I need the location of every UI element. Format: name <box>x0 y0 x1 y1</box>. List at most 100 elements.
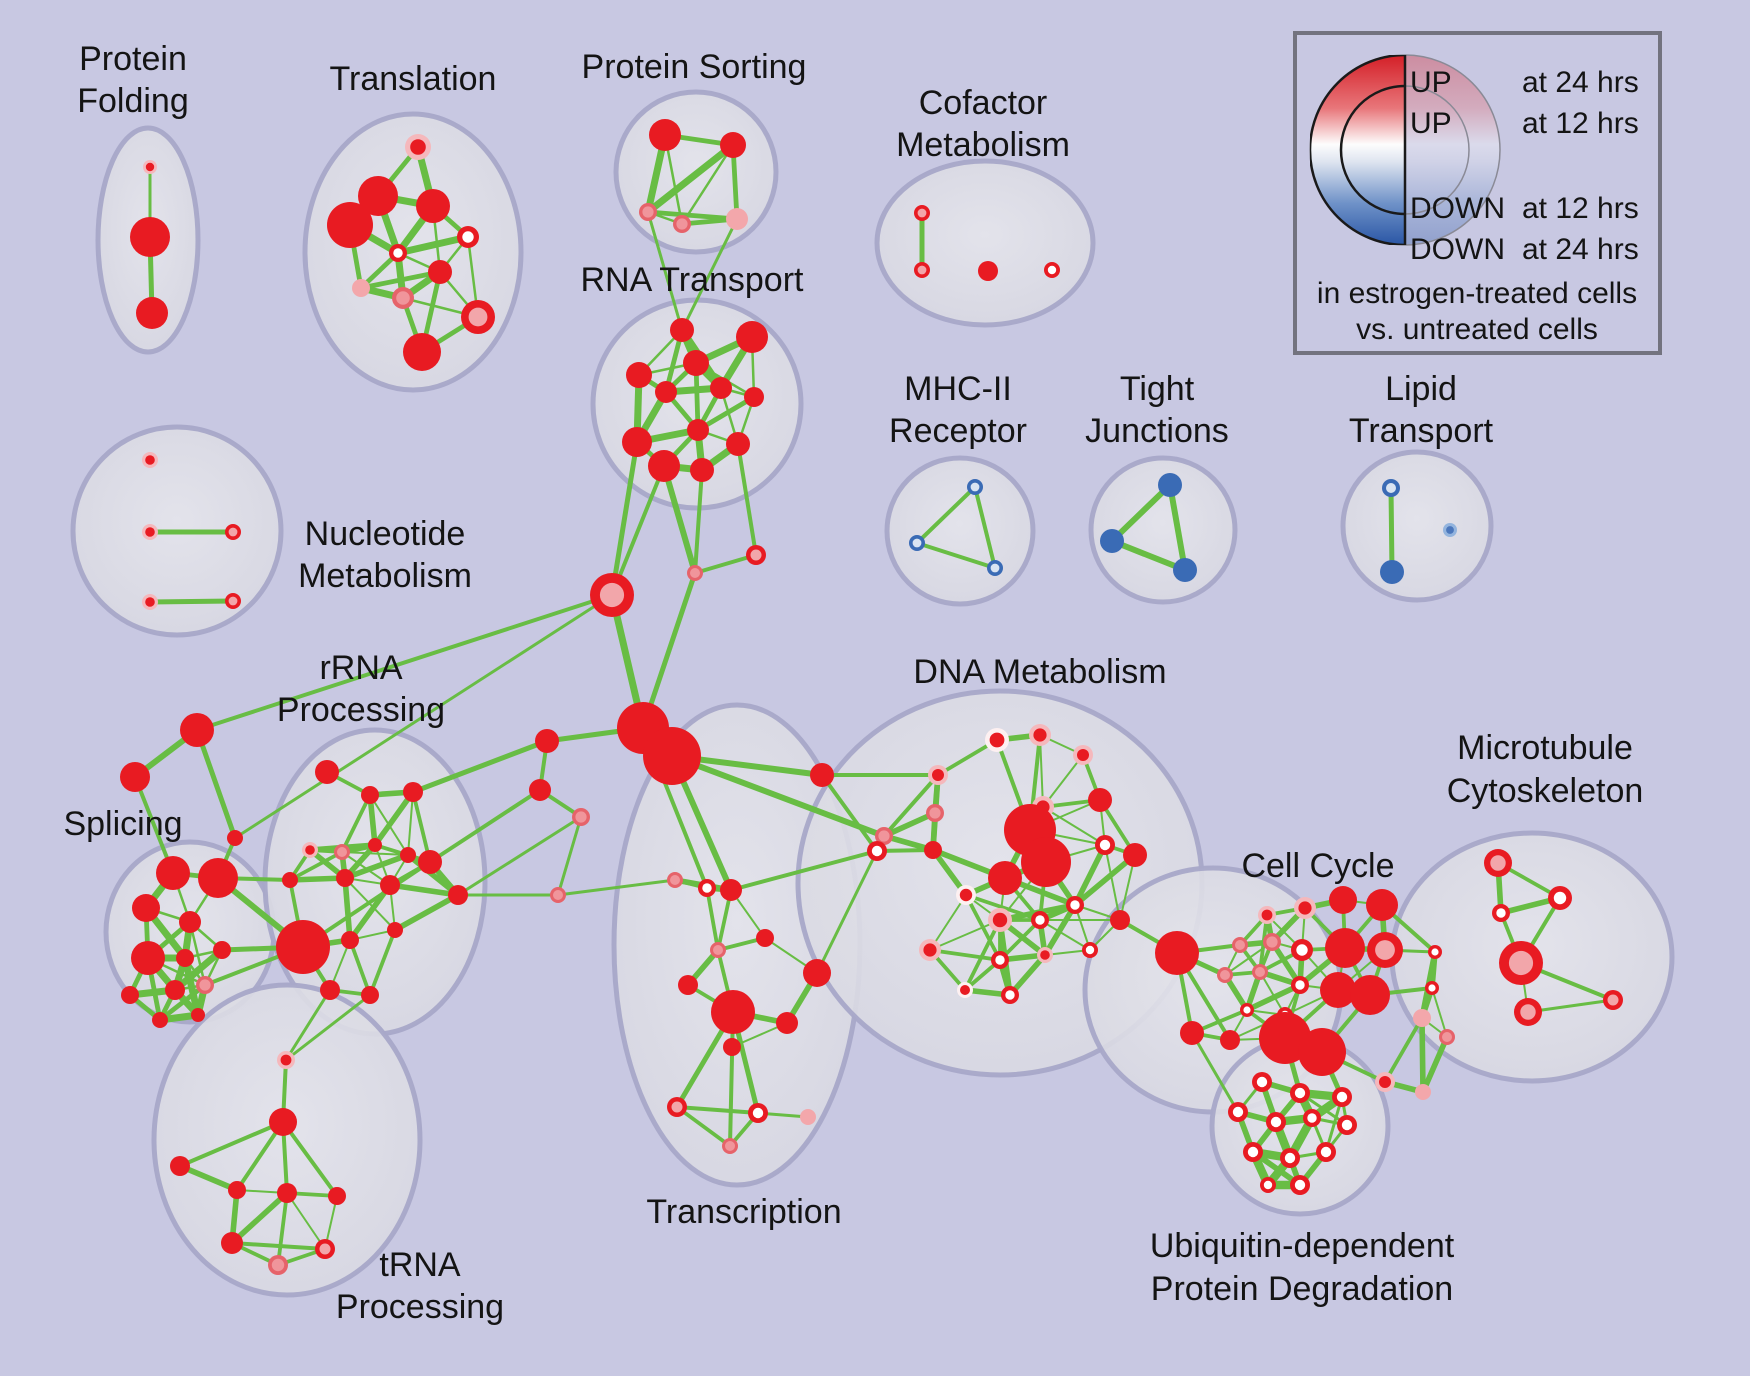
node-inner <box>970 482 980 492</box>
node-outer <box>277 1183 297 1203</box>
node-mt-11 <box>1415 1084 1431 1100</box>
node-tj-1 <box>1100 529 1124 553</box>
node-outer <box>626 362 652 388</box>
edge-mesh-mt <box>1419 1015 1426 1095</box>
edge-mesh-rr <box>407 791 414 856</box>
node-tl-8 <box>392 287 414 309</box>
node-rt-4 <box>655 381 677 403</box>
node-dn-3 <box>1073 745 1093 765</box>
node-inner <box>725 1141 735 1151</box>
node-ub-5 <box>1303 1109 1321 1127</box>
node-inner <box>1040 950 1050 960</box>
cluster-label-mhc_ii_receptor: MHC-II <box>904 370 1012 408</box>
edge-spine-dn <box>669 753 887 839</box>
node-mh-1 <box>909 535 925 551</box>
node-outer <box>152 1012 168 1028</box>
legend: UP at 24 hrs UP at 12 hrs DOWN at 12 hrs DOWN a… <box>1293 31 1662 355</box>
node-tl-10 <box>403 333 441 371</box>
node-outer <box>1088 788 1112 812</box>
legend-circle-outer-left <box>1310 55 1405 245</box>
cluster-label-translation: Translation <box>330 60 497 98</box>
node-inner <box>553 890 563 900</box>
node-tn-2 <box>228 1181 246 1199</box>
node-spine-2 <box>746 545 766 565</box>
node-outer <box>418 850 442 874</box>
node-dn-16 <box>1031 911 1049 929</box>
edge-dn-dn <box>882 773 940 838</box>
node-rt-9 <box>726 432 750 456</box>
edge-mesh-mt <box>1383 1016 1424 1084</box>
node-inner <box>410 139 426 155</box>
labels-layer: Protein Folding Translation Protein Sorting… <box>63 40 1643 1326</box>
node-outer <box>736 321 768 353</box>
node-outer <box>213 941 231 959</box>
node-rr-10 <box>276 920 330 974</box>
node-outer <box>276 920 330 974</box>
node-outer <box>1021 837 1071 887</box>
node-outer <box>756 929 774 947</box>
node-inner <box>199 979 211 991</box>
node-inner <box>1386 483 1396 493</box>
node-cf-0 <box>914 205 930 221</box>
cluster-label-microtubule_cytoskeleton: Cytoskeleton <box>1447 772 1644 810</box>
node-outer <box>535 729 559 753</box>
node-dn-7 <box>1088 788 1112 812</box>
node-dn-14 <box>956 885 976 905</box>
edge-spine-spine <box>693 553 758 575</box>
node-tl-4 <box>457 226 479 248</box>
node-spine-10 <box>867 841 887 861</box>
node-inner <box>1263 1180 1273 1190</box>
nodes-layer <box>120 119 1623 1275</box>
node-cf-2 <box>978 261 998 281</box>
node-inner <box>670 875 680 885</box>
node-tl-6 <box>428 260 452 284</box>
edge-tx-tx <box>728 1010 735 1148</box>
edge-mesh-rr <box>288 850 344 882</box>
node-inner <box>393 248 403 258</box>
node-outer <box>221 1232 243 1254</box>
node-inner <box>671 1101 683 1113</box>
node-spine-11 <box>180 713 214 747</box>
node-outer <box>269 1108 297 1136</box>
node-tl-3 <box>327 202 373 248</box>
edge-mesh-dn <box>928 948 1002 962</box>
node-inner <box>337 847 347 857</box>
node-rt-6 <box>744 387 764 407</box>
node-outer <box>710 377 732 399</box>
node-sp-0 <box>156 856 190 890</box>
node-inner <box>575 811 587 823</box>
node-cc-14 <box>1240 1003 1254 1017</box>
cluster-label-microtubule_cytoskeleton: Microtubule <box>1457 729 1633 767</box>
node-tn-4 <box>328 1187 346 1205</box>
cluster-label-splicing: Splicing <box>63 805 182 843</box>
cluster-ellipse-trna_processing <box>151 982 423 1298</box>
node-sp-5 <box>176 949 194 967</box>
cluster-label-ubiquitin_degradation: Protein Degradation <box>1151 1270 1453 1308</box>
node-nm-1 <box>142 524 158 540</box>
node-outer <box>132 894 160 922</box>
node-dn-10 <box>1021 837 1071 887</box>
cluster-label-tight_junctions: Junctions <box>1085 412 1229 450</box>
cluster-label-mhc_ii_receptor: Receptor <box>889 412 1027 450</box>
node-mt-5 <box>1425 981 1439 995</box>
node-inner <box>1446 526 1454 534</box>
node-mt-8 <box>1413 1009 1431 1027</box>
edge-mesh-dn <box>1042 806 1106 846</box>
node-inner <box>396 291 410 305</box>
node-pf-0 <box>143 160 157 174</box>
node-inner <box>1220 970 1230 980</box>
node-mt-3 <box>1428 945 1442 959</box>
node-inner <box>319 1243 331 1255</box>
edge-mesh-rr <box>342 852 411 881</box>
node-inner <box>228 596 238 606</box>
node-inner <box>1235 940 1245 950</box>
edge-mesh-tn <box>177 1163 240 1193</box>
node-cc-10 <box>1252 964 1268 980</box>
edge-ps-rt <box>680 217 739 332</box>
node-inner <box>1431 948 1439 956</box>
node-cc-6 <box>1291 939 1313 961</box>
node-inner <box>1070 900 1080 910</box>
node-dn-0 <box>875 827 893 845</box>
node-outer <box>648 450 680 482</box>
node-lt-2 <box>1380 560 1404 584</box>
